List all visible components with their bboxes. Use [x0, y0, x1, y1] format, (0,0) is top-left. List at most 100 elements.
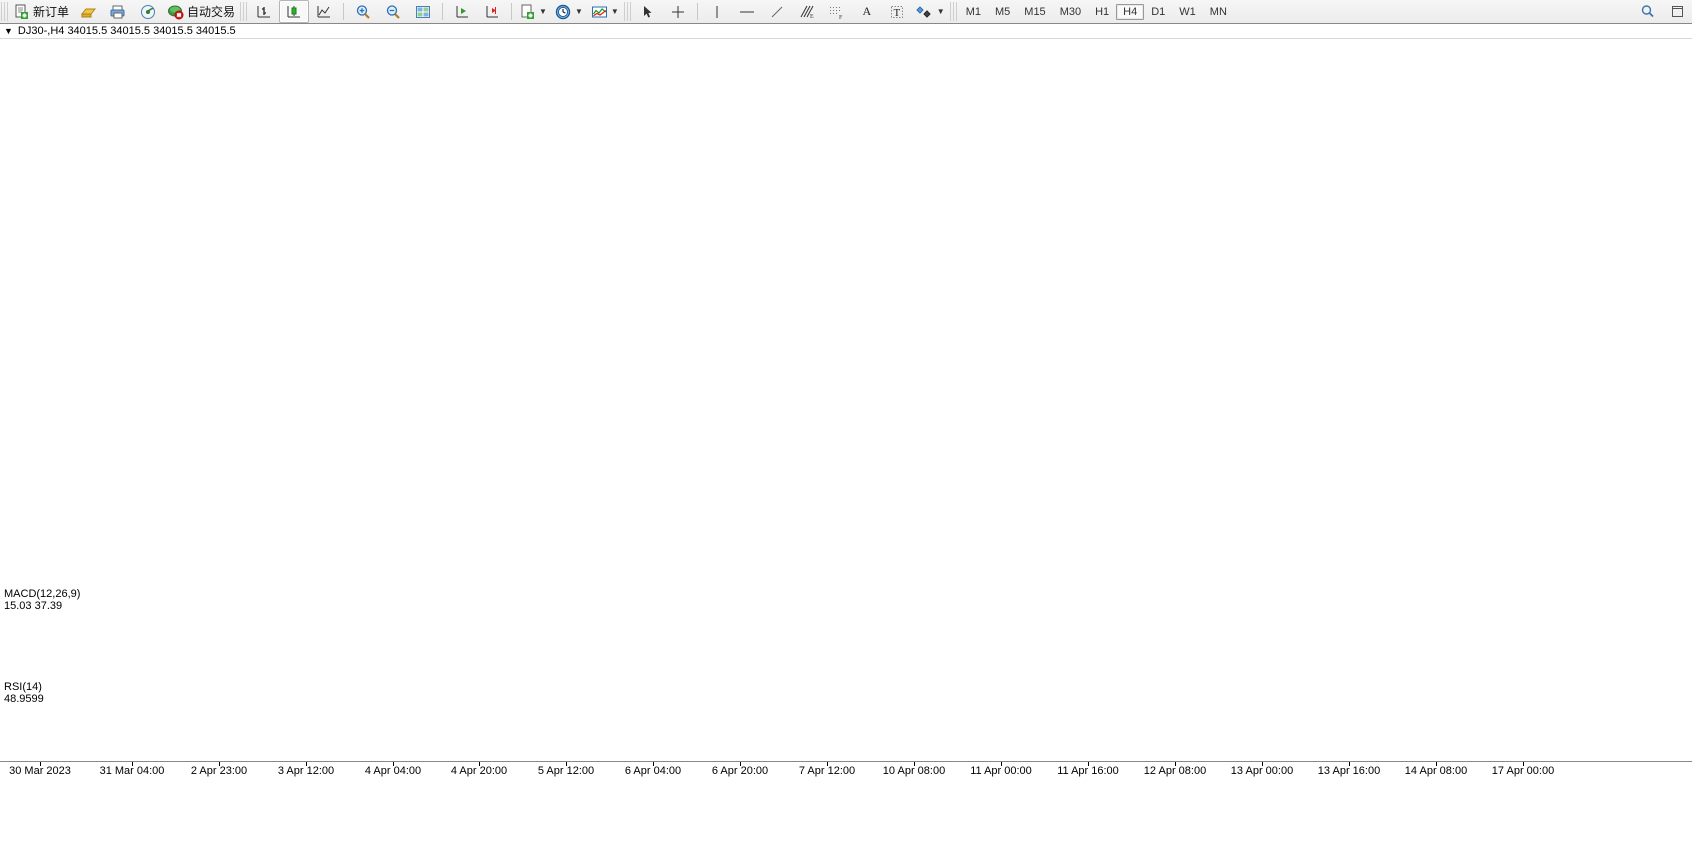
timeframe-m15[interactable]: M15: [1024, 5, 1046, 18]
chart-panes: 34286.534201.534116.534031.533946.533861…: [0, 39, 1692, 850]
new-order-button[interactable]: 新订单: [10, 0, 73, 23]
time-label: 11 Apr 16:00: [1057, 765, 1119, 777]
toolbar-separator-4: [696, 3, 698, 20]
toolbar-grip-4[interactable]: [949, 2, 957, 21]
timeframe-mn[interactable]: MN: [1209, 5, 1227, 18]
print-button[interactable]: [103, 0, 133, 23]
search-button[interactable]: [1632, 0, 1662, 23]
time-tick: [393, 762, 394, 766]
time-label: 5 Apr 12:00: [537, 765, 595, 777]
vertical-line-icon: [716, 5, 718, 18]
auto-trading-button[interactable]: 自动交易: [163, 0, 239, 23]
data-window-icon: [416, 5, 431, 18]
time-tick: [1523, 762, 1524, 766]
candlestick-chart-button[interactable]: [279, 0, 310, 23]
line-chart-button[interactable]: [309, 0, 339, 23]
toolbar-separator-2: [442, 3, 444, 20]
time-label: 17 Apr 00:00: [1491, 765, 1555, 777]
chevron-down-icon[interactable]: ▼: [539, 7, 547, 16]
shapes-button[interactable]: ▼: [912, 0, 949, 23]
time-tick: [1001, 762, 1002, 766]
toolbar-grip[interactable]: [1, 2, 8, 21]
chart-shift-button[interactable]: [477, 0, 507, 23]
horizontal-line-button[interactable]: [732, 0, 762, 23]
time-label: 11 Apr 00:00: [970, 765, 1032, 777]
new-order-icon: [15, 4, 28, 19]
auto-scroll-button[interactable]: [447, 0, 477, 23]
chart-menu-caret-icon[interactable]: ▼: [4, 26, 13, 36]
time-tick: [914, 762, 915, 766]
time-tick: [219, 762, 220, 766]
bar-chart-icon: [257, 5, 271, 17]
indicators-button[interactable]: ▼: [587, 0, 623, 23]
toolbar-separator-1: [343, 3, 345, 20]
new-template-button[interactable]: ▼: [516, 0, 551, 23]
maximize-button[interactable]: [1662, 0, 1692, 23]
crosshair-icon: [671, 5, 684, 18]
svg-text:T: T: [893, 7, 900, 19]
time-tick: [1175, 762, 1176, 766]
timeframe-m5[interactable]: M5: [995, 5, 1011, 18]
shapes-icon: [916, 5, 931, 18]
chart-window: ▼ DJ30-,H4 34015.5 34015.5 34015.5 34015…: [0, 23, 1692, 850]
vertical-line-button[interactable]: [702, 0, 732, 23]
chevron-down-icon-4[interactable]: ▼: [936, 7, 945, 16]
cursor-icon: [643, 5, 652, 17]
macd-label: MACD(12,26,9) 15.03 37.39: [4, 588, 81, 612]
toolbar-grip-3[interactable]: [623, 2, 631, 21]
svg-text:E: E: [810, 14, 814, 20]
timeframe-d1[interactable]: D1: [1151, 5, 1166, 18]
text-label-icon: A: [862, 4, 872, 18]
time-tick: [740, 762, 741, 766]
data-window-button[interactable]: [408, 0, 438, 23]
bar-chart-button[interactable]: [249, 0, 279, 23]
signal-icon: [141, 4, 156, 19]
period-button[interactable]: ▼: [551, 0, 587, 23]
chevron-down-icon-2[interactable]: ▼: [574, 7, 583, 16]
text-button[interactable]: T: [882, 0, 912, 23]
time-tick: [132, 762, 133, 766]
chart-title: DJ30-,H4 34015.5 34015.5 34015.5 34015.5: [17, 25, 236, 37]
trendline-button[interactable]: [762, 0, 792, 23]
chevron-down-icon-3[interactable]: ▼: [610, 7, 619, 16]
expert-advisor-icon: [168, 5, 184, 19]
zoom-out-button[interactable]: [378, 0, 408, 23]
timeframe-h1[interactable]: H1: [1095, 5, 1110, 18]
trendline-icon: [771, 6, 783, 17]
gold-bar-button[interactable]: [73, 0, 103, 23]
zoom-in-button[interactable]: [348, 0, 378, 23]
timeframe-m1[interactable]: M1: [965, 5, 981, 18]
fibonacci-button[interactable]: E: [792, 0, 822, 23]
chart-title-bar: ▼ DJ30-,H4 34015.5 34015.5 34015.5 34015…: [0, 23, 1692, 39]
time-label: 31 Mar 04:00: [99, 765, 165, 777]
line-chart-icon: [317, 5, 331, 17]
period-icon: [555, 4, 571, 19]
zoom-out-icon: [386, 4, 400, 19]
time-tick: [306, 762, 307, 766]
timeframe-h4[interactable]: H4: [1116, 3, 1145, 20]
time-axis[interactable]: 30 Mar 2023 31 Mar 04:00 2 Apr 23:00 3 Apr …: [0, 761, 1692, 850]
cursor-tool-button[interactable]: [633, 0, 663, 23]
time-label: 3 Apr 12:00: [277, 765, 335, 777]
crosshair-tool-button[interactable]: [663, 0, 693, 23]
text-label-button[interactable]: A: [852, 0, 882, 23]
zoom-in-icon: [356, 4, 370, 19]
auto-trading-label: 自动交易: [187, 5, 236, 19]
time-label: 2 Apr 23:00: [190, 765, 248, 777]
time-tick: [566, 762, 567, 766]
printer-icon: [110, 5, 125, 18]
equidistant-channel-button[interactable]: F: [822, 0, 852, 23]
time-label: 30 Mar 2023: [9, 765, 71, 777]
signal-button[interactable]: [133, 0, 163, 23]
scroll-end-icon: [456, 5, 469, 17]
toolbar-grip-2[interactable]: [240, 2, 248, 21]
equidistant-channel-icon: F: [829, 6, 843, 20]
rsi-label: RSI(14) 48.9599: [4, 681, 44, 705]
timeframe-w1[interactable]: W1: [1179, 5, 1196, 18]
timeframe-m30[interactable]: M30: [1059, 5, 1082, 18]
time-tick: [653, 762, 654, 766]
time-tick: [827, 762, 828, 766]
text-icon: T: [890, 5, 903, 19]
horizontal-line-icon: [739, 11, 754, 12]
